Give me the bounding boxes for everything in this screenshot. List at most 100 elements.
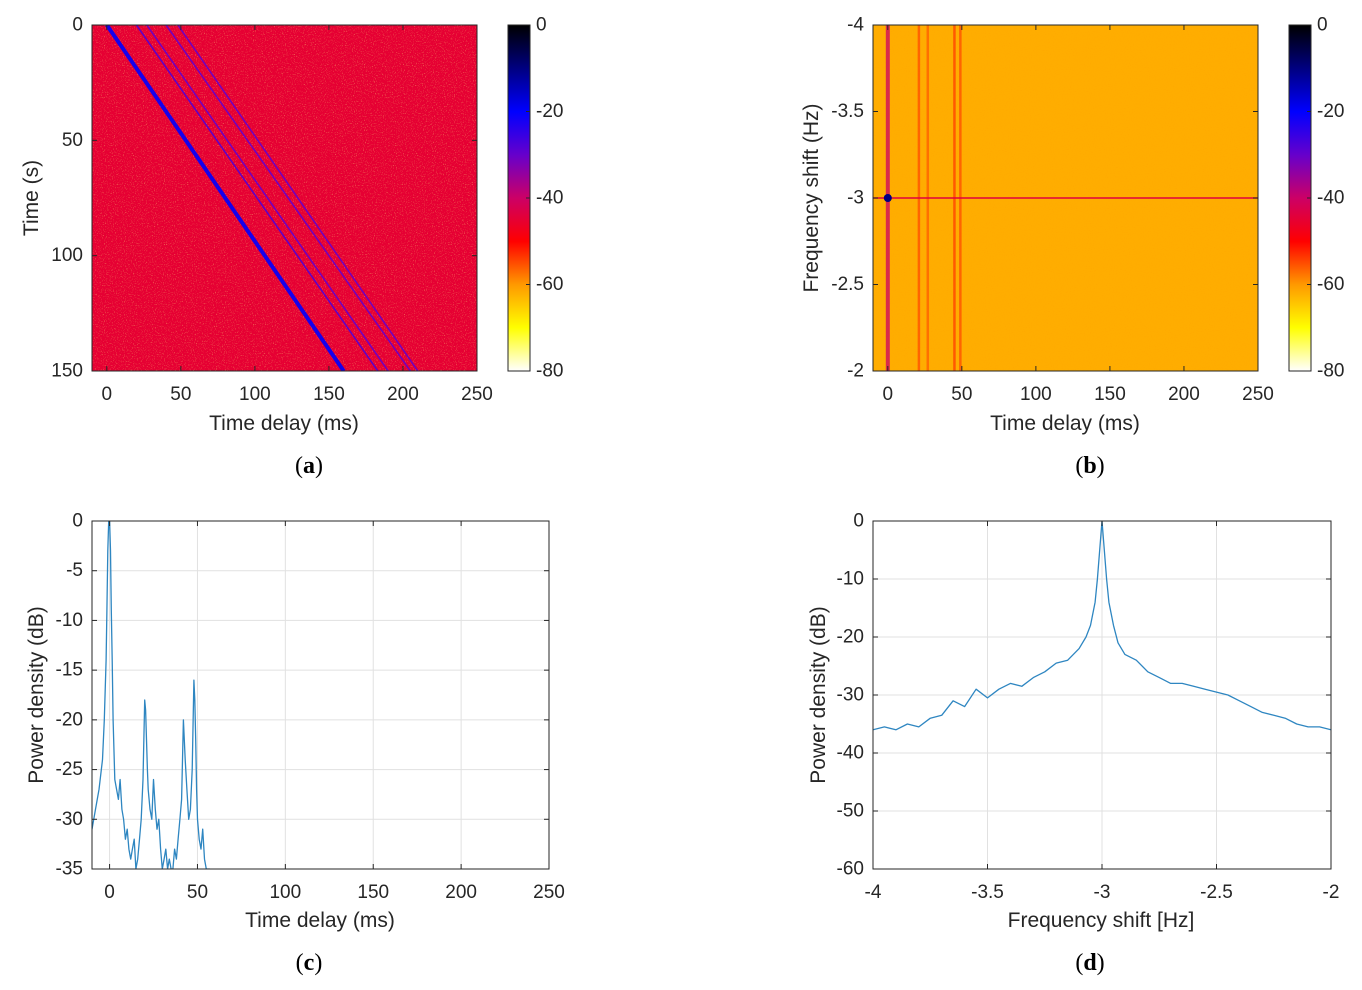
panel-a-xtick-label: 150 <box>313 384 345 405</box>
panel-c-ytick-label: 0 <box>72 511 83 532</box>
panel-b-ytick-label: -3 <box>847 188 864 209</box>
panel-c-caption-letter: c <box>304 950 315 976</box>
panel-b-caption-letter: b <box>1083 453 1096 479</box>
panel-b-ytick-label: -2 <box>847 361 864 382</box>
panel-c-background <box>92 521 549 869</box>
panel-b-ytick-label: -2.5 <box>831 274 864 295</box>
panel-a-axes: 0 50 100 150 200 250 0 50 100 150 <box>51 15 493 406</box>
panel-b-heatmap: 0 50 100 150 200 250 -4 -3.5 -3 -2.5 -2 0 -20 -40 -60… <box>800 15 1344 480</box>
panel-b-xtick-label: 150 <box>1094 384 1126 405</box>
panel-b-xlabel: Time delay (ms) <box>990 412 1140 435</box>
panel-d-ytick-label: -60 <box>837 859 864 880</box>
panel-a-xtick-label: 50 <box>170 384 191 405</box>
panel-c-ytick-label: -10 <box>56 610 83 631</box>
panel-c-caption: (c) <box>296 950 323 976</box>
panel-d-xlabel: Frequency shift [Hz] <box>1008 909 1195 932</box>
panel-b-axes: 0 50 100 150 200 250 -4 -3.5 -3 -2.5 -2 <box>831 15 1274 406</box>
panel-c-line-chart: 0 50 100 150 200 250 0 -5 -10 -15 -20 -25 -30 -35 Tim… <box>25 511 565 977</box>
panel-c-ytick-label: -35 <box>56 859 83 880</box>
panel-a-ridge <box>146 25 389 371</box>
panel-c-xtick-label: 50 <box>187 882 208 903</box>
panel-c-series-line <box>92 521 210 869</box>
panel-a-heatmap: 0 50 100 150 200 250 0 50 100 150 0 -20 -40 -60 -80 T… <box>20 15 563 480</box>
panel-d-ylabel: Power density (dB) <box>807 606 830 783</box>
panel-b-heatmap-content <box>873 25 1258 371</box>
panel-c-plot-area <box>92 520 550 870</box>
panel-d-xtick-label: -2.5 <box>1200 882 1233 903</box>
panel-a-plot-area <box>92 25 477 371</box>
panel-c-xtick-label: 150 <box>357 882 389 903</box>
panel-a-xtick-label: 100 <box>239 384 271 405</box>
panel-a-colorbar-label: -60 <box>536 274 563 295</box>
panel-c-ytick-label: -25 <box>56 759 83 780</box>
panel-d-xtick-label: -2 <box>1323 882 1340 903</box>
panel-a-ylabel: Time (s) <box>20 160 43 236</box>
panel-a-xtick-label: 200 <box>387 384 419 405</box>
panel-a-colorbar-label: -20 <box>536 101 563 122</box>
panel-d-xtick-label: -3 <box>1094 882 1111 903</box>
panel-c-ylabel: Power density (dB) <box>25 606 48 783</box>
panel-a-heatmap-content <box>92 25 477 371</box>
panel-d-ytick-label: 0 <box>853 511 864 532</box>
panel-b-plot-area <box>873 25 1258 371</box>
panel-c-xtick-label: 250 <box>533 882 565 903</box>
panel-a-axes-box <box>91 24 478 372</box>
panel-b-colorbar-label: -80 <box>1317 361 1344 382</box>
panel-d-ytick-label: -10 <box>837 569 864 590</box>
panel-c-axes-box <box>91 520 550 870</box>
panel-c-ytick-label: -5 <box>66 560 83 581</box>
panel-c-ytick-label: -20 <box>56 709 83 730</box>
panel-a-colorbar: 0 -20 -40 -60 -80 <box>507 15 563 382</box>
panel-d-series-line <box>873 521 1331 731</box>
panel-b-colorbar: 0 -20 -40 -60 -80 <box>1288 15 1344 382</box>
panel-a-caption: (a) <box>295 453 323 479</box>
panel-c-ytick-label: -30 <box>56 809 83 830</box>
panel-c-xtick-label: 100 <box>269 882 301 903</box>
panel-a-colorbar-label: -80 <box>536 361 563 382</box>
panel-d-ytick-label: -50 <box>837 801 864 822</box>
panel-d-axes: -4 -3.5 -3 -2.5 -20-10-20-30-40-50-60 <box>837 511 1340 904</box>
panel-b-xtick-label: 50 <box>951 384 972 405</box>
panel-c-xtick-label: 0 <box>104 882 115 903</box>
panel-a-ridge <box>165 25 412 371</box>
panel-c-xtick-label: 200 <box>445 882 477 903</box>
panel-a-colorbar-label: -40 <box>536 188 563 209</box>
panel-b-colorbar-label: -60 <box>1317 274 1344 295</box>
panel-a-caption-letter: a <box>303 453 315 479</box>
panel-d-ytick-label: -40 <box>837 743 864 764</box>
panel-c-xlabel: Time delay (ms) <box>245 909 395 932</box>
panel-a-xlabel: Time delay (ms) <box>209 412 359 435</box>
panel-d-caption-letter: d <box>1083 950 1097 976</box>
panel-b-peak <box>883 194 892 202</box>
panel-b-colorbar-label: 0 <box>1317 15 1328 36</box>
panel-a-ridge <box>105 25 346 371</box>
panel-d-ytick-label: -20 <box>837 627 864 648</box>
panel-d-line-chart: -4 -3.5 -3 -2.5 -20-10-20-30-40-50-60 Freque… <box>807 511 1339 977</box>
panel-b-ytick-label: -3.5 <box>831 101 864 122</box>
panel-a-ytick-label: 0 <box>72 15 83 36</box>
panel-c-axes: 0 50 100 150 200 250 0 -5 -10 -15 -20 -25 -30 -35 <box>56 511 565 904</box>
panel-c-ytick-label: -15 <box>56 660 83 681</box>
panel-d-xtick-label: -3.5 <box>971 882 1004 903</box>
panel-a-xtick-label: 250 <box>461 384 493 405</box>
panel-d-plot-area <box>872 520 1332 870</box>
panel-b-xtick-label: 100 <box>1020 384 1052 405</box>
panel-b-xtick-label: 0 <box>883 384 894 405</box>
panel-b-caption: (b) <box>1075 453 1104 479</box>
panel-a-colorbar-label: 0 <box>536 15 547 36</box>
panel-a-ytick-label: 100 <box>51 245 83 266</box>
panel-b-colorbar-label: -40 <box>1317 188 1344 209</box>
panel-a-ytick-label: 50 <box>62 130 83 151</box>
panel-a-ytick-label: 150 <box>51 361 83 382</box>
panel-b-ytick-label: -4 <box>847 15 864 36</box>
panel-b-colorbar-label: -20 <box>1317 101 1344 122</box>
panel-a-ridge <box>135 25 379 371</box>
panel-d-ytick-label: -30 <box>837 685 864 706</box>
panel-b-ylabel: Frequency shift (Hz) <box>800 103 823 292</box>
panel-b-xtick-label: 250 <box>1242 384 1274 405</box>
panel-a-ridge <box>177 25 419 371</box>
panel-a-xtick-label: 0 <box>102 384 113 405</box>
panel-b-xtick-label: 200 <box>1168 384 1200 405</box>
panel-d-caption: (d) <box>1075 950 1104 976</box>
